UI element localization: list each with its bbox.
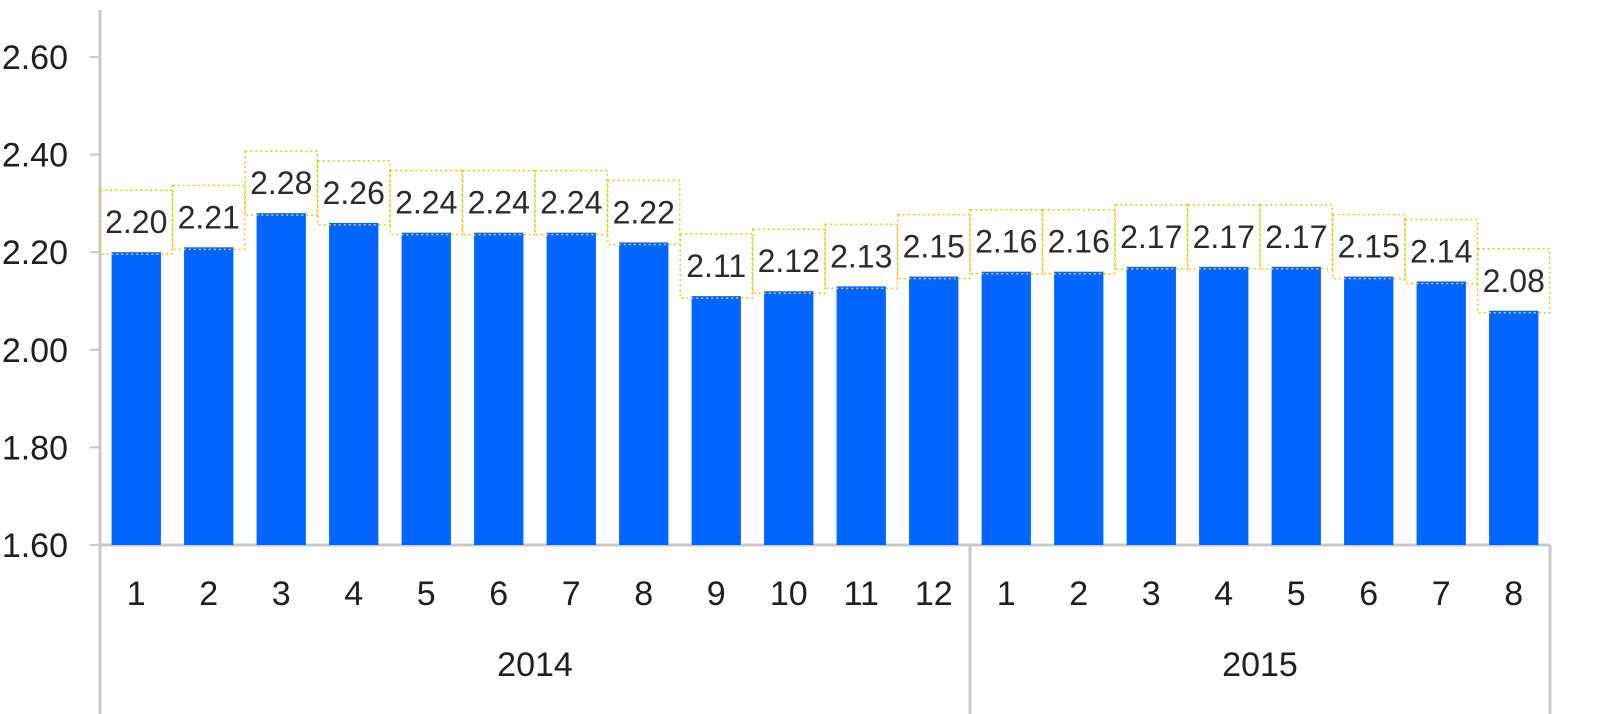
x-category-label: 3	[1142, 575, 1161, 613]
data-label-box	[897, 213, 971, 280]
x-category-label: 7	[562, 575, 581, 613]
data-label-box	[99, 189, 173, 255]
data-label-box	[679, 233, 753, 299]
y-tick-label: 1.80	[2, 429, 68, 467]
y-tick-label: 1.60	[2, 527, 68, 565]
bar	[401, 232, 451, 545]
data-label-box	[1187, 204, 1261, 270]
x-category-label: 5	[1287, 575, 1306, 613]
x-category-label: 2	[1069, 575, 1088, 613]
bar	[1199, 266, 1249, 545]
data-label: 2.12	[758, 243, 820, 279]
bar	[474, 232, 524, 545]
bar	[184, 247, 234, 545]
data-label: 2.15	[903, 229, 965, 265]
x-category-label: 1	[127, 575, 146, 613]
x-category-label: 4	[344, 575, 363, 613]
x-category-label: 5	[417, 575, 436, 613]
x-category-label: 10	[770, 575, 808, 613]
data-label: 2.24	[468, 185, 530, 221]
bar	[836, 286, 886, 545]
data-label: 2.22	[613, 194, 675, 230]
x-group-label: 2015	[1222, 646, 1298, 684]
data-label: 2.26	[323, 175, 385, 211]
bar	[981, 271, 1031, 545]
x-category-label: 11	[844, 575, 879, 613]
bar	[619, 242, 669, 545]
x-category-label: 8	[1504, 575, 1523, 613]
bar	[111, 252, 161, 545]
bar	[1416, 281, 1466, 545]
data-label: 2.11	[686, 248, 746, 284]
data-label: 2.28	[250, 165, 312, 201]
data-label: 2.08	[1483, 263, 1545, 299]
data-label-box	[1114, 204, 1188, 270]
x-category-label: 12	[915, 575, 953, 613]
data-label: 2.17	[1265, 219, 1327, 255]
x-category-label: 6	[489, 575, 508, 613]
data-label-box	[1042, 208, 1116, 275]
data-label: 2.20	[105, 204, 167, 240]
data-label-box	[824, 223, 898, 290]
data-label: 2.16	[975, 224, 1037, 260]
data-label-box	[1477, 248, 1551, 314]
x-category-label: 4	[1214, 575, 1233, 613]
data-label: 2.15	[1338, 229, 1400, 265]
x-category-label: 1	[997, 575, 1016, 613]
bar	[764, 291, 814, 545]
bar	[256, 213, 306, 545]
y-tick-label: 2.40	[2, 137, 68, 175]
bar	[1271, 266, 1321, 545]
bar	[1489, 310, 1539, 545]
x-category-label: 9	[707, 575, 726, 613]
y-tick-label: 2.20	[2, 234, 68, 272]
data-label: 2.17	[1120, 219, 1182, 255]
y-tick-label: 2.00	[2, 332, 68, 370]
bar	[1126, 266, 1176, 545]
x-category-label: 8	[634, 575, 653, 613]
y-tick-label: 2.60	[2, 39, 68, 77]
bar	[691, 296, 741, 545]
data-label-box	[389, 169, 463, 236]
data-label-box	[172, 184, 246, 251]
bar	[1344, 276, 1394, 545]
data-label: 2.16	[1048, 224, 1110, 260]
x-category-label: 6	[1359, 575, 1378, 613]
data-label-box	[317, 160, 391, 226]
data-label-box	[1332, 213, 1406, 280]
data-label: 2.21	[178, 199, 240, 235]
data-label-box	[244, 150, 318, 216]
bar	[329, 222, 379, 546]
data-label-box	[969, 208, 1043, 275]
data-label: 2.14	[1410, 233, 1472, 269]
data-label: 2.13	[830, 238, 892, 274]
x-category-label: 3	[272, 575, 291, 613]
data-label-box	[752, 228, 826, 294]
data-label-box	[462, 169, 536, 236]
x-group-label: 2014	[497, 646, 573, 684]
data-label-box	[1404, 218, 1478, 285]
data-label: 2.24	[540, 185, 602, 221]
data-label-box	[1259, 204, 1333, 270]
x-category-label: 7	[1432, 575, 1451, 613]
data-label: 2.17	[1193, 219, 1255, 255]
bar	[1054, 271, 1104, 545]
data-label-box	[607, 179, 681, 246]
bar	[546, 232, 596, 545]
data-label: 2.24	[395, 185, 457, 221]
x-category-label: 2	[199, 575, 218, 613]
bar	[909, 276, 959, 545]
data-label-box	[534, 169, 608, 236]
